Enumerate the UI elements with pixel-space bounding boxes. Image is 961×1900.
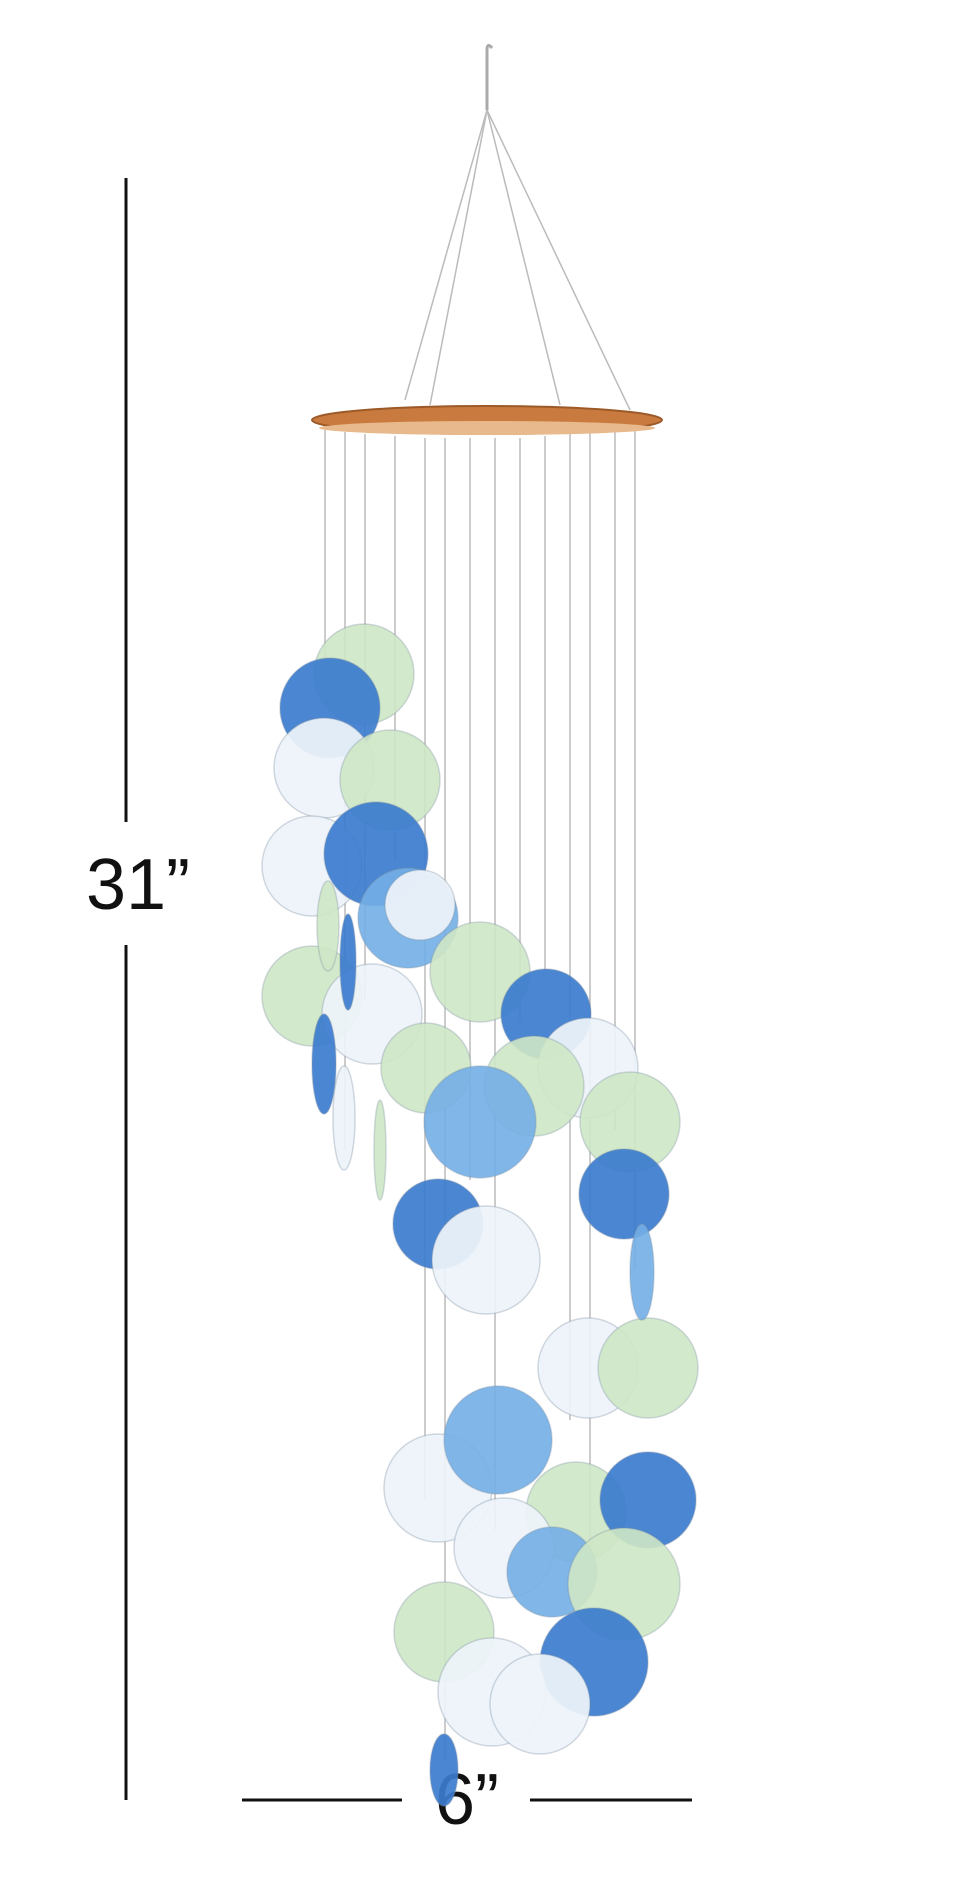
hanger-strings [404,109,631,411]
height-label: 31” [86,845,190,925]
dimension-lines [124,178,692,1802]
hook [485,43,494,110]
ring-edge [319,421,655,435]
wind-chime [261,43,699,1807]
capiz-discs [261,623,699,1807]
